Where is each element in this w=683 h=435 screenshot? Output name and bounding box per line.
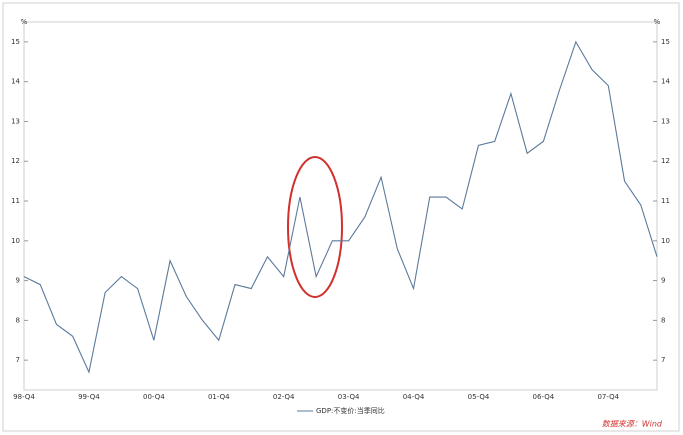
y-tick-label: 11 xyxy=(11,197,20,205)
y2-unit: % xyxy=(654,18,661,26)
y2-tick-label: 14 xyxy=(661,78,670,86)
y-tick-label: 10 xyxy=(11,237,20,245)
y2-tick-label: 13 xyxy=(661,117,670,125)
y-tick-label: 14 xyxy=(11,78,20,86)
y2-tick-label: 12 xyxy=(661,157,670,165)
x-tick-label: 03-Q4 xyxy=(338,393,360,401)
x-tick-label: 01-Q4 xyxy=(208,393,230,401)
y-tick-label: 13 xyxy=(11,117,20,125)
highlight-ellipse xyxy=(287,156,343,298)
y-tick-label: 15 xyxy=(11,38,20,46)
y-tick-label: 7 xyxy=(16,356,20,364)
x-tick-label: 04-Q4 xyxy=(403,393,425,401)
x-tick-label: 99-Q4 xyxy=(78,393,100,401)
y2-tick-label: 15 xyxy=(661,38,670,46)
y-tick-label: 12 xyxy=(11,157,20,165)
y2-tick-label: 8 xyxy=(661,316,665,324)
series-line xyxy=(23,40,658,374)
x-tick-label: 05-Q4 xyxy=(468,393,490,401)
y-tick-label: 8 xyxy=(16,316,20,324)
x-tick-label: 02-Q4 xyxy=(273,393,295,401)
plot-area xyxy=(23,21,658,391)
x-tick-label: 07-Q4 xyxy=(597,393,619,401)
y2-tick-label: 10 xyxy=(661,237,670,245)
y-tick-label: 9 xyxy=(16,277,20,285)
x-tick-label: 98-Q4 xyxy=(13,393,35,401)
y-unit: % xyxy=(21,18,28,26)
y2-tick-label: 7 xyxy=(661,356,665,364)
source: 数据来源：Wind xyxy=(602,420,663,429)
y2-tick-label: 9 xyxy=(661,277,665,285)
y2-tick-label: 11 xyxy=(661,197,670,205)
legend-label: GDP:不变价:当季同比 xyxy=(316,406,385,415)
x-tick-label: 00-Q4 xyxy=(143,393,165,401)
x-tick-label: 06-Q4 xyxy=(533,393,555,401)
